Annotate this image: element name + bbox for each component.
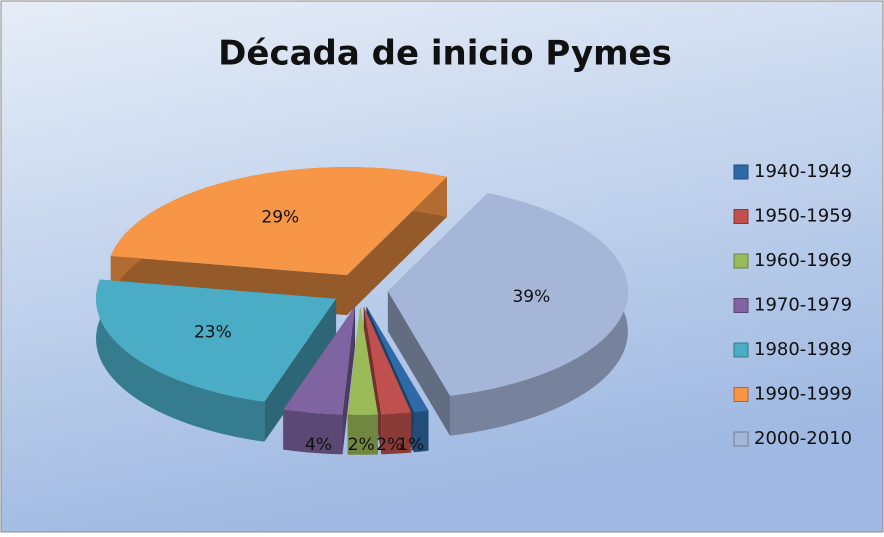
legend-swatch — [733, 431, 749, 447]
slice — [283, 306, 356, 415]
legend-label: 1980-1989 — [754, 339, 852, 360]
data-label: 39% — [512, 287, 550, 307]
legend-label: 1970-1979 — [754, 295, 852, 316]
slice-side — [283, 409, 343, 455]
data-label: 4% — [305, 435, 332, 455]
legend-swatch — [733, 342, 749, 358]
legend-label: 1960-1969 — [754, 250, 852, 271]
slice — [347, 306, 378, 415]
legend-label: 1990-1999 — [754, 384, 852, 405]
chart-title: Década de inicio Pymes — [218, 34, 672, 74]
legend-swatch — [733, 298, 749, 313]
legend: 1940-1949 1950-1959 1960-1969 1970-1979 1980… — [733, 161, 852, 449]
slice-side — [96, 279, 265, 442]
slice-side — [381, 412, 412, 455]
legend-swatch — [733, 387, 749, 402]
legend-swatch — [733, 209, 749, 224]
slice-side — [413, 410, 429, 453]
slice — [363, 306, 412, 415]
data-label: 2% — [348, 435, 375, 455]
slice — [110, 167, 447, 276]
slice-side — [387, 291, 451, 436]
data-label: 2% — [376, 435, 403, 455]
slice — [387, 193, 628, 396]
legend-label: 2000-2010 — [754, 428, 852, 449]
slice — [366, 306, 429, 413]
data-label: 29% — [261, 208, 299, 228]
legend-label: 1950-1959 — [754, 206, 852, 227]
legend-label: 1940-1949 — [754, 161, 852, 182]
slice-side — [347, 414, 378, 455]
slice — [96, 279, 337, 402]
data-label: 1% — [397, 435, 424, 455]
pie: 1%2%2%4%23%29%39% — [96, 167, 628, 455]
legend-swatch — [733, 253, 749, 269]
legend-swatch — [733, 164, 749, 180]
data-label: 23% — [194, 322, 232, 342]
